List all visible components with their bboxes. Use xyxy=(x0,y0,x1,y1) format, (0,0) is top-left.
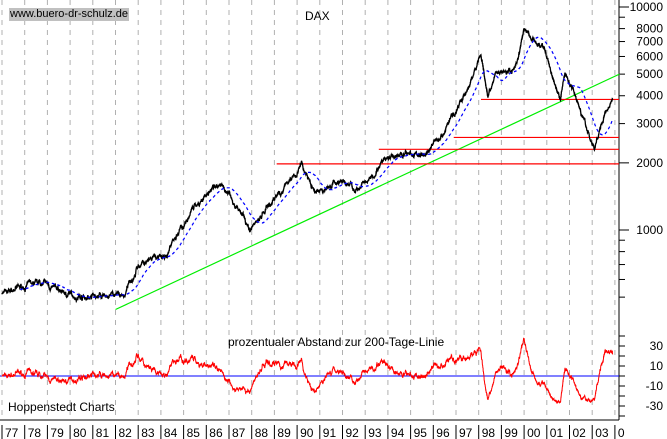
x-tick-label: 89 xyxy=(277,426,291,439)
x-tick-label: 95 xyxy=(414,426,428,439)
y-tick-label: 1000 xyxy=(636,223,663,237)
x-tick-label: 86 xyxy=(209,426,223,439)
x-tick-label: 85 xyxy=(187,426,201,439)
y-tick-label: 10000 xyxy=(630,0,664,14)
x-tick-label: 01 xyxy=(550,426,564,439)
x-tick-label: 02 xyxy=(573,426,587,439)
y2-tick-label: -10 xyxy=(646,379,664,393)
x-tick-label: 78 xyxy=(28,426,42,439)
y-tick-label: 5000 xyxy=(636,67,663,81)
source-label: www.buero-dr-schulz.de xyxy=(9,8,129,21)
y2-tick-label: 30 xyxy=(650,339,664,353)
x-tick-label: 00 xyxy=(527,426,541,439)
x-tick-label: 88 xyxy=(255,426,269,439)
moving-average-200-line xyxy=(19,36,614,299)
x-tick-label: 81 xyxy=(96,426,110,439)
x-tick-label: 82 xyxy=(119,426,133,439)
x-tick-label: 94 xyxy=(391,426,405,439)
y-tick-label: 6000 xyxy=(636,49,663,63)
x-tick-label: 93 xyxy=(368,426,382,439)
x-tick-label: 99 xyxy=(504,426,518,439)
y-tick-label: 8000 xyxy=(636,22,663,36)
x-tick-label: 84 xyxy=(164,426,178,439)
x-tick-label: 79 xyxy=(50,426,64,439)
oscillator-line xyxy=(1,337,614,405)
y-tick-label: 7000 xyxy=(636,35,663,49)
x-tick-label: 91 xyxy=(323,426,337,439)
x-tick-label: 98 xyxy=(482,426,496,439)
x-tick-label: 83 xyxy=(141,426,155,439)
x-tick-label: 87 xyxy=(232,426,246,439)
x-tick-label: 90 xyxy=(300,426,314,439)
x-tick-label: 03 xyxy=(595,426,609,439)
x-tick-label: 92 xyxy=(346,426,360,439)
oscillator-title: prozentualer Abstand zur 200-Tage-Linie xyxy=(228,335,444,349)
y-tick-label: 4000 xyxy=(636,89,663,103)
chart-title: DAX xyxy=(305,9,330,23)
credit-label: Hoppenstedt Charts xyxy=(8,400,115,414)
trendline xyxy=(115,73,620,311)
y2-tick-label: 10 xyxy=(650,359,664,373)
x-tick-label: 80 xyxy=(73,426,87,439)
x-tick-label: 0 xyxy=(618,426,625,439)
x-tick-label: 97 xyxy=(459,426,473,439)
dax-price-line xyxy=(1,28,614,304)
y-tick-label: 2000 xyxy=(636,156,663,170)
y2-tick-label: -30 xyxy=(646,399,664,413)
y-tick-label: 3000 xyxy=(636,117,663,131)
x-tick-label: 77 xyxy=(5,426,19,439)
x-tick-label: 96 xyxy=(436,426,450,439)
